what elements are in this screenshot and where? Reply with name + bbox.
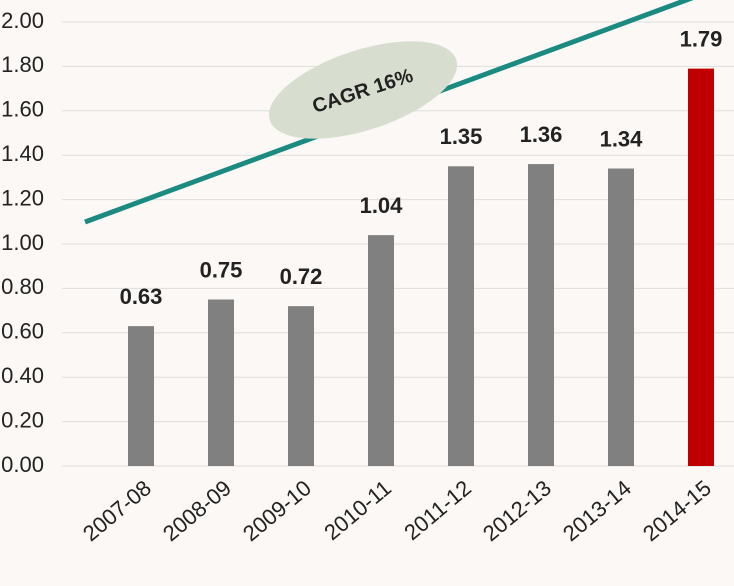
y-tick-label: 0.80 xyxy=(1,274,44,299)
y-tick-label: 1.20 xyxy=(1,185,44,210)
y-tick-label: 0.20 xyxy=(1,407,44,432)
y-tick-label: 2.00 xyxy=(1,8,44,33)
y-tick-label: 0.00 xyxy=(1,452,44,477)
y-tick-label: 1.80 xyxy=(1,52,44,77)
bar xyxy=(208,299,234,466)
value-label: 1.04 xyxy=(360,193,404,218)
value-label: 1.79 xyxy=(680,26,723,51)
value-label: 0.63 xyxy=(120,284,163,309)
bar xyxy=(688,68,714,467)
bar xyxy=(368,235,394,466)
y-tick-label: 1.40 xyxy=(1,141,44,166)
value-label: 0.72 xyxy=(280,264,323,289)
bar xyxy=(608,168,634,466)
value-label: 1.35 xyxy=(440,124,483,149)
bar xyxy=(448,166,474,467)
value-label: 1.36 xyxy=(520,122,563,147)
y-tick-label: 1.00 xyxy=(1,230,44,255)
value-label: 1.34 xyxy=(600,126,644,151)
value-label: 0.75 xyxy=(200,257,243,282)
bar xyxy=(128,326,154,466)
bar xyxy=(288,306,314,466)
y-tick-label: 0.60 xyxy=(1,319,44,344)
y-tick-label: 0.40 xyxy=(1,363,44,388)
y-tick-label: 1.60 xyxy=(1,97,44,122)
annotation-bubble xyxy=(268,41,458,139)
bar xyxy=(528,164,554,466)
